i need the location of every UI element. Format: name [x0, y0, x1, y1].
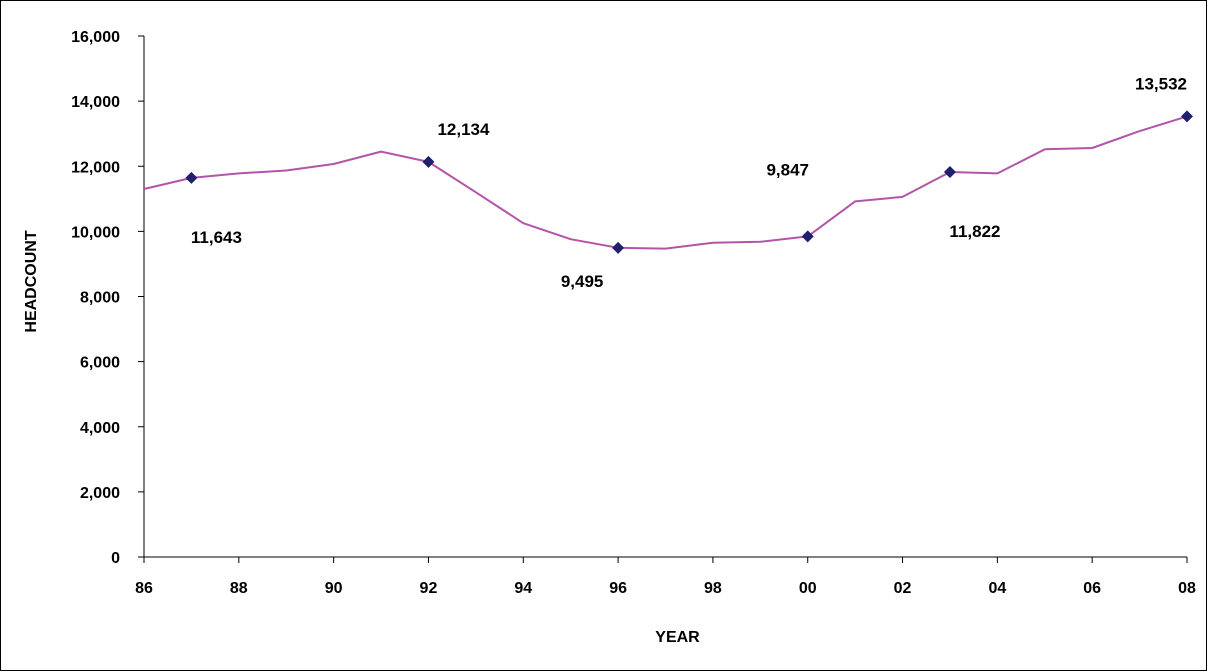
- x-tick-label: 88: [230, 580, 248, 597]
- series-line: [143, 115, 1188, 250]
- data-point-marker: [185, 171, 198, 184]
- x-tick-label: 06: [1083, 580, 1101, 597]
- data-label: 13,532: [1135, 74, 1187, 93]
- y-tick-label: 12,000: [71, 159, 120, 176]
- x-tick-label: 98: [704, 580, 722, 597]
- data-label: 9,847: [766, 160, 809, 179]
- data-point-marker: [612, 241, 625, 254]
- x-tick-label: 90: [325, 580, 343, 597]
- x-tick-label: 02: [894, 580, 912, 597]
- y-axis-title: HEADCOUNT: [23, 230, 40, 332]
- y-tick-label: 8,000: [80, 290, 120, 307]
- x-tick-label: 86: [135, 580, 153, 597]
- y-tick-label: 10,000: [71, 224, 120, 241]
- y-tick-label: 0: [111, 550, 120, 567]
- data-point-marker: [943, 166, 956, 179]
- y-tick-label: 14,000: [71, 94, 120, 111]
- x-tick-label: 92: [420, 580, 438, 597]
- y-tick-label: 6,000: [80, 355, 120, 372]
- y-tick-label: 4,000: [80, 420, 120, 437]
- data-label: 11,822: [949, 222, 1000, 241]
- data-label: 11,643: [191, 228, 242, 247]
- data-point-marker: [801, 230, 814, 243]
- x-tick-label: 04: [988, 580, 1006, 597]
- data-point-marker: [1181, 110, 1193, 123]
- x-tick-label: 08: [1178, 580, 1196, 597]
- data-point-marker: [422, 155, 435, 168]
- data-label: 12,134: [437, 120, 490, 139]
- data-label: 9,495: [561, 272, 604, 291]
- y-tick-label: 16,000: [71, 29, 120, 46]
- y-tick-label: 2,000: [80, 485, 120, 502]
- x-tick-label: 96: [609, 580, 627, 597]
- x-tick-label: 94: [514, 580, 532, 597]
- x-tick-label: 00: [799, 580, 817, 597]
- x-axis-title: YEAR: [655, 629, 700, 646]
